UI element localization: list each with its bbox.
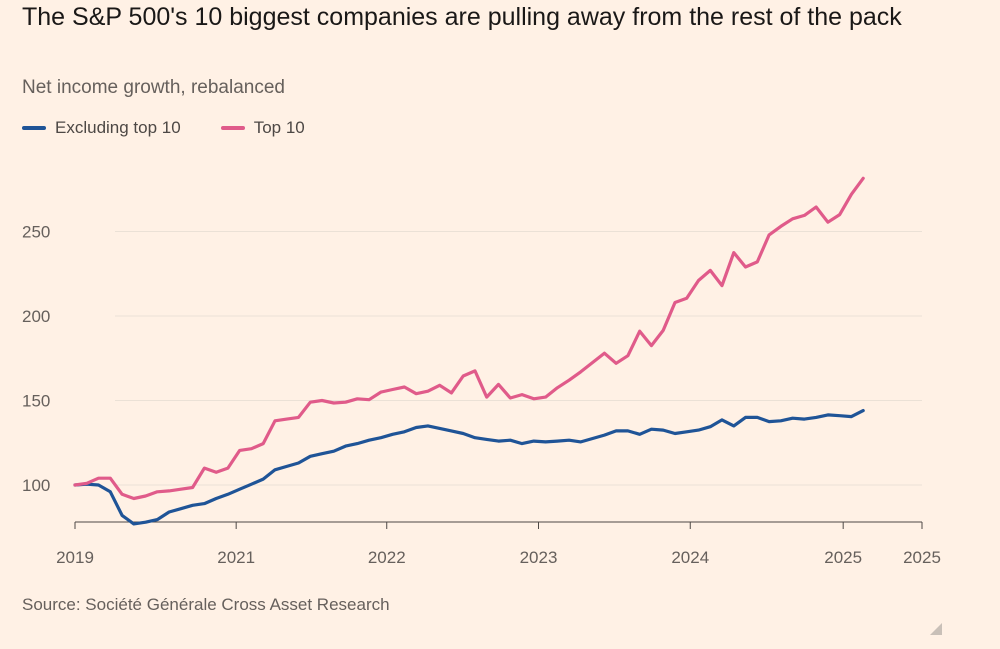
x-tick-label-2019-0: 2019	[56, 548, 94, 567]
x-tick-label-2025-6: 2025	[903, 548, 941, 567]
chart-subtitle: Net income growth, rebalanced	[22, 77, 285, 98]
y-tick-label-100: 100	[22, 476, 50, 495]
legend-label-excluding-top-10: Excluding top 10	[55, 118, 181, 137]
series-line-excluding-top-10	[73, 409, 865, 526]
legend: Excluding top 10 Top 10	[22, 118, 345, 138]
legend-item-top-10[interactable]: Top 10	[220, 118, 305, 138]
y-tick-label-150: 150	[22, 392, 50, 411]
x-tick-label-2022-2: 2022	[368, 548, 406, 567]
x-tick-label-2021-1: 2021	[217, 548, 255, 567]
series-line-top-10	[73, 176, 865, 501]
y-tick-label-200: 200	[22, 307, 50, 326]
resize-handle-icon[interactable]	[930, 623, 942, 635]
x-tick-label-2024-4: 2024	[671, 548, 709, 567]
chart-title: The S&P 500's 10 biggest companies are p…	[22, 3, 902, 31]
legend-item-excluding-top-10[interactable]: Excluding top 10	[22, 118, 181, 138]
legend-swatch-top-10	[220, 126, 245, 130]
x-tick-label-2025-5: 2025	[824, 548, 862, 567]
legend-swatch-excluding-top-10	[22, 126, 46, 130]
x-tick-label-2023-3: 2023	[520, 548, 558, 567]
legend-label-top-10: Top 10	[253, 118, 305, 137]
y-tick-label-250: 250	[22, 223, 50, 242]
source-note: Source: Société Générale Cross Asset Res…	[22, 595, 390, 614]
